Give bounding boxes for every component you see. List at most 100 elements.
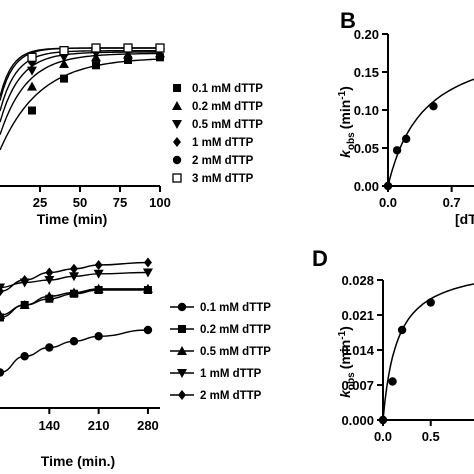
panel-a-data-point	[27, 66, 37, 76]
panel-c-data-point	[93, 269, 104, 279]
panel-c-x-tick-label: 210	[88, 418, 110, 433]
panel-d-x-tick-label: 0.0	[374, 429, 392, 444]
panel-c-data-point	[68, 287, 79, 297]
panel-a-data-point	[60, 74, 68, 83]
panel-c-x-axis-label: Time (min.)	[41, 453, 115, 469]
panel-d: D kobs(min-1) 0.000 0.007 0.014 0.021 0.028 0…	[312, 246, 474, 444]
panel-a-x-tick-label: 75	[113, 195, 127, 210]
panel-c-data-point	[44, 291, 55, 301]
panel-b-x-tick-label: 0.0	[379, 195, 397, 210]
panel-d-x-tick-label: 0.5	[422, 429, 440, 444]
panel-a-fit-curve	[0, 50, 160, 112]
panel-a-legend-label: 0.1 mM dTTP	[192, 83, 263, 95]
panel-a-data-point	[59, 58, 69, 68]
panel-c-legend-label: 2 mM dTTP	[200, 390, 262, 402]
panel-a-data-point	[27, 81, 37, 91]
panel-c-legend-marker	[178, 325, 186, 333]
panel-a-data-point	[28, 106, 36, 115]
panel-c-data-point	[45, 343, 54, 352]
panel-c-legend-label: 0.5 mM dTTP	[200, 346, 271, 358]
panel-a-legend-marker	[172, 120, 182, 129]
panel-d-letter: D	[312, 246, 328, 271]
panel-c-data-point	[45, 267, 54, 278]
panel-a-fit-curve	[0, 51, 160, 123]
panel-a-fit-curve	[0, 47, 160, 101]
panel-a-data-point	[91, 43, 101, 53]
panel-c-legend-marker	[177, 346, 187, 355]
panel-c-data-point	[0, 368, 5, 377]
panel-c-legend-marker	[177, 369, 187, 378]
panel-b-data-point	[429, 102, 438, 111]
panel-a-data-point	[27, 52, 37, 62]
panel-b-y-tick-label: 0.00	[354, 179, 379, 194]
panel-a-legend-label: 2 mM dTTP	[192, 155, 254, 167]
panel-c-fit-curve	[0, 329, 149, 374]
panel-c: Time (min.) 140 210 280 0.1 mM dTTP 0.2 mM …	[0, 257, 271, 469]
panel-c-legend-label: 0.2 mM dTTP	[200, 324, 271, 336]
panel-a-legend-marker	[172, 101, 182, 110]
panel-d-y-tick-label: 0.007	[341, 378, 374, 393]
panel-a-legend-marker	[173, 84, 181, 92]
panel-c-x-tick-label: 280	[137, 418, 159, 433]
panel-d-data-point	[397, 325, 407, 335]
panel-d-y-tick-label: 0.000	[341, 413, 374, 428]
panel-d-data-point	[378, 415, 388, 425]
panel-c-legend-label: 0.1 mM dTTP	[200, 302, 271, 314]
panel-d-y-tick-label: 0.014	[341, 343, 374, 358]
panel-d-fit-curve	[382, 283, 474, 421]
panel-a-legend-marker	[173, 137, 181, 147]
panel-c-legend-marker	[177, 302, 187, 312]
panel-a-data-point	[59, 46, 69, 56]
panel-a-x-tick-label: 50	[73, 195, 87, 210]
panel-b-y-axis-label: kobs(min-1)	[337, 86, 357, 158]
panel-b-x-tick-label: 0.7	[443, 195, 461, 210]
panel-c-data-point	[69, 337, 79, 346]
panel-a-legend-marker	[172, 155, 182, 165]
panel-a-legend-label: 0.2 mM dTTP	[192, 101, 263, 113]
panel-b-letter: B	[340, 8, 356, 33]
panel-c-data-point	[20, 352, 29, 361]
panel-c-legend-label: 1 mM dTTP	[200, 368, 262, 380]
panel-c-data-point	[20, 275, 29, 285]
panel-b-y-tick-label: 0.15	[354, 65, 379, 80]
panel-a-data-point	[155, 43, 165, 53]
panel-c-data-point	[143, 325, 153, 335]
panel-c-x-tick-label: 140	[38, 418, 60, 433]
panel-a-legend-label: 1 mM dTTP	[192, 137, 254, 149]
panel-c-data-point	[94, 332, 103, 341]
panel-a-data-point	[123, 43, 133, 53]
panel-a-legend-label: 3 mM dTTP	[192, 173, 254, 185]
panel-d-y-axis-label: kobs(min-1)	[337, 326, 357, 398]
panel-a-data-point	[124, 55, 132, 64]
panel-c-fit-curve	[0, 271, 149, 289]
panel-b-data-point	[392, 146, 402, 155]
panel-a-fit-curve	[0, 47, 160, 97]
panel-a-x-axis-label: Time (min)	[37, 211, 108, 227]
panel-b-fit-curve	[387, 78, 474, 187]
panel-c-data-point	[44, 276, 55, 285]
panel-c-data-point	[0, 286, 4, 297]
panel-a-fit-curve	[0, 58, 161, 151]
panel-c-data-point	[93, 283, 104, 293]
panel-b-y-tick-label: 0.10	[354, 103, 379, 118]
panel-a-x-tick-label: 100	[149, 195, 171, 210]
panel-d-data-point	[388, 377, 397, 386]
panel-a: Time (min) 25 50 75 100 0.1 mM dTTP 0.2 mM d…	[0, 43, 263, 227]
panel-c-legend-marker	[178, 390, 186, 400]
panel-c-data-point	[19, 300, 30, 309]
panel-c-data-point	[142, 283, 153, 293]
panel-d-data-point	[426, 298, 435, 307]
panel-c-data-point	[69, 263, 78, 274]
panel-a-fit-curve	[0, 52, 161, 136]
panel-a-legend-marker	[172, 173, 182, 183]
panel-c-data-point	[68, 272, 79, 282]
panel-c-data-point	[142, 268, 153, 278]
panel-b: B kobs(min-1) [dT 0.00 0.05 0.10 0.15 0.20 0.…	[337, 8, 474, 227]
panel-d-y-tick-label: 0.028	[341, 273, 374, 288]
panel-b-x-axis-label: [dT	[455, 211, 474, 227]
panel-d-y-tick-label: 0.021	[341, 308, 374, 323]
panel-c-data-point	[94, 260, 103, 270]
panel-b-data-point	[401, 134, 411, 144]
panel-a-legend-label: 0.5 mM dTTP	[192, 119, 263, 131]
